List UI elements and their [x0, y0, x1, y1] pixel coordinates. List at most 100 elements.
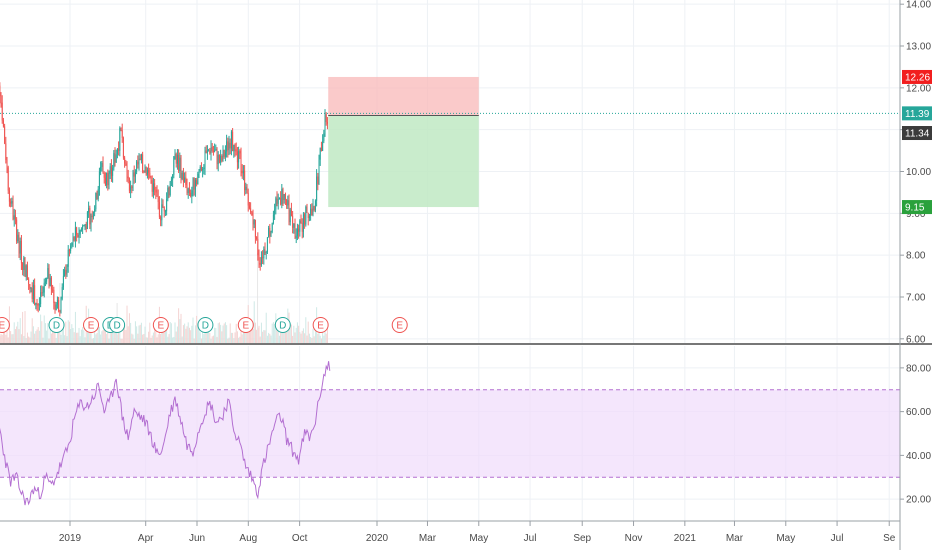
candle-body — [116, 154, 117, 162]
candle-body — [269, 228, 270, 236]
candle-body — [146, 167, 147, 175]
volume-bar — [297, 322, 298, 343]
candle-body — [265, 249, 266, 253]
candle-body — [275, 198, 276, 209]
volume-bar — [109, 339, 110, 343]
volume-bar — [261, 323, 262, 343]
candle-body — [215, 149, 216, 151]
volume-bar — [133, 335, 134, 343]
candle-body — [25, 258, 26, 277]
candle-body — [107, 173, 108, 185]
rsi-pane — [0, 361, 900, 505]
candle-body — [69, 250, 70, 251]
volume-bar — [46, 331, 47, 343]
volume-bar — [303, 328, 304, 343]
candle-body — [325, 114, 326, 133]
y-tick-label: 14.00 — [906, 0, 931, 11]
volume-bar — [105, 331, 106, 343]
candle-body — [31, 288, 32, 289]
candle-body — [77, 235, 78, 238]
candle-body — [141, 155, 142, 160]
candle-body — [304, 214, 305, 224]
volume-bar — [26, 338, 27, 343]
volume-bar — [321, 338, 322, 343]
volume-bar — [74, 332, 75, 343]
candle-body — [316, 177, 317, 201]
candle-body — [51, 278, 52, 290]
last-price-tag: 11.39 — [905, 109, 930, 120]
candle-body — [250, 208, 251, 212]
candle-body — [73, 237, 74, 243]
volume-bar — [226, 325, 227, 343]
candle-body — [111, 166, 112, 176]
candle-body — [172, 175, 173, 180]
volume-bar — [61, 335, 62, 343]
candle-body — [263, 249, 264, 258]
candle-body — [284, 194, 285, 200]
volume-bar — [23, 336, 24, 343]
rsi-tick-label: 40.00 — [906, 451, 931, 462]
candle-body — [91, 216, 92, 225]
candle-body — [181, 158, 182, 179]
candle-body — [260, 263, 261, 265]
x-tick-label: Aug — [239, 533, 257, 544]
candle-body — [55, 303, 56, 310]
candle-body — [279, 198, 280, 199]
candle-body — [171, 180, 172, 181]
volume-bar — [257, 253, 258, 343]
volume-bar — [230, 323, 231, 343]
candle-body — [166, 199, 167, 211]
candle-body — [148, 170, 149, 173]
candle-body — [5, 144, 6, 160]
volume-bar — [295, 332, 296, 343]
candle-body — [178, 155, 179, 171]
candle-body — [309, 216, 310, 218]
volume-bar — [265, 330, 266, 343]
candle-body — [220, 156, 221, 163]
candle-body — [28, 279, 29, 284]
candle-body — [286, 200, 287, 206]
candle-body — [110, 166, 111, 173]
candle-body — [271, 232, 272, 236]
volume-bar — [190, 330, 191, 343]
candle-body — [153, 183, 154, 192]
volume-bar — [235, 332, 236, 343]
candle-body — [217, 149, 218, 164]
volume-bar — [25, 311, 26, 343]
volume-bar — [8, 337, 9, 343]
candle-body — [229, 143, 230, 150]
volume-bar — [274, 324, 275, 343]
candle-body — [85, 224, 86, 225]
volume-bar — [77, 333, 78, 343]
volume-bar — [35, 331, 36, 343]
volume-bar — [212, 336, 213, 343]
candle-body — [119, 128, 120, 151]
volume-bar — [121, 339, 122, 343]
candle-body — [117, 149, 118, 155]
position-tool[interactable] — [328, 77, 479, 207]
candle-body — [104, 173, 105, 178]
volume-bar — [5, 335, 6, 343]
candle-body — [257, 239, 258, 255]
candle-body — [106, 173, 107, 185]
candle-body — [10, 202, 11, 204]
candle-body — [112, 168, 113, 176]
volume-bar — [69, 322, 70, 343]
volume-bar — [237, 331, 238, 343]
candle-body — [34, 285, 35, 305]
volume-bar — [93, 338, 94, 343]
candle-body — [9, 191, 10, 202]
candle-body — [219, 155, 220, 163]
candle-body — [142, 155, 143, 172]
candle-body — [37, 303, 38, 304]
stop-price-tag: 12.26 — [905, 72, 930, 83]
volume-bar — [227, 339, 228, 343]
volume-bar — [256, 330, 257, 343]
volume-bar — [211, 339, 212, 343]
candle-body — [195, 180, 196, 189]
candle-body — [301, 221, 302, 223]
candle-body — [201, 167, 202, 170]
volume-bar — [271, 336, 272, 343]
volume-bar — [259, 326, 260, 343]
